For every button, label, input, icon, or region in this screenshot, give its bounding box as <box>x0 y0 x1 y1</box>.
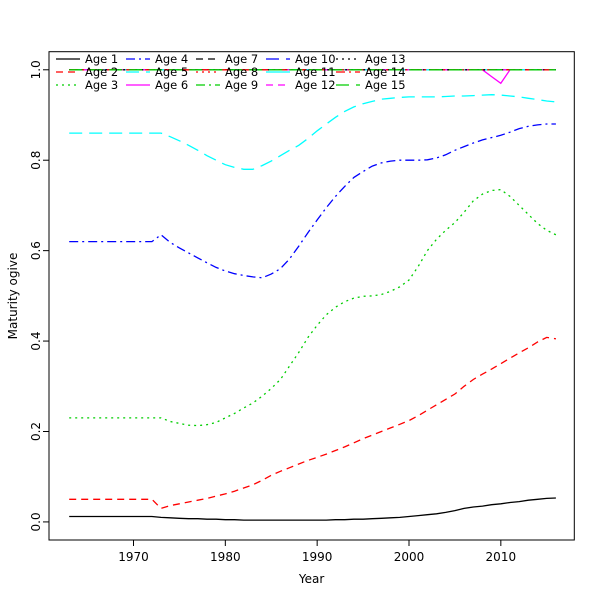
x-tick-label: 2000 <box>394 550 425 564</box>
legend-label: Age 5 <box>155 65 188 79</box>
legend-item-age-4: Age 4 <box>126 52 188 66</box>
legend-item-age-11: Age 11 <box>266 65 336 79</box>
legend-label: Age 7 <box>225 52 258 66</box>
legend-label: Age 3 <box>85 78 118 92</box>
legend-item-age-5: Age 5 <box>126 65 188 79</box>
legend-item-age-2: Age 2 <box>56 65 118 79</box>
series-line-age-1 <box>69 497 556 521</box>
y-tick-label: 0.2 <box>29 422 43 441</box>
x-tick-label: 1990 <box>302 550 333 564</box>
series-line-age-4 <box>69 123 556 279</box>
y-tick-label: 0.0 <box>29 512 43 531</box>
y-axis: 0.0 0.2 0.4 0.6 0.8 1.0 <box>29 60 49 531</box>
legend-label: Age 8 <box>225 65 258 79</box>
legend-label: Age 13 <box>365 52 406 66</box>
legend-label: Age 2 <box>85 65 118 79</box>
series-line-age-2 <box>69 336 556 510</box>
legend-item-age-7: Age 7 <box>196 52 258 66</box>
legend-item-age-14: Age 14 <box>336 65 406 79</box>
legend-item-age-13: Age 13 <box>336 52 406 66</box>
legend-item-age-6: Age 6 <box>126 78 188 92</box>
legend-item-age-12: Age 12 <box>266 78 336 92</box>
legend-item-age-8: Age 8 <box>196 65 258 79</box>
legend-label: Age 9 <box>225 78 258 92</box>
y-tick-label: 0.6 <box>29 241 43 260</box>
legend-label: Age 1 <box>85 52 118 66</box>
series-line-age-3 <box>69 188 557 427</box>
legend-item-age-10: Age 10 <box>266 52 336 66</box>
legend-label: Age 4 <box>155 52 188 66</box>
legend-label: Age 14 <box>365 65 406 79</box>
x-tick-label: 2010 <box>486 550 517 564</box>
y-tick-label: 0.8 <box>29 151 43 170</box>
series-line-age-5 <box>69 94 556 170</box>
plot-border <box>48 51 575 541</box>
x-tick-label: 1980 <box>210 550 241 564</box>
legend-item-age-3: Age 3 <box>56 78 118 92</box>
y-axis-title: Maturity ogive <box>6 253 20 340</box>
x-axis-title: Year <box>298 572 324 586</box>
legend-item-age-15: Age 15 <box>336 78 406 92</box>
legend-item-age-9: Age 9 <box>196 78 258 92</box>
y-tick-label: 0.4 <box>29 332 43 351</box>
x-axis: 1970 1980 1990 2000 2010 <box>118 540 516 564</box>
legend-label: Age 15 <box>365 78 406 92</box>
legend-label: Age 12 <box>295 78 336 92</box>
legend-item-age-1: Age 1 <box>56 52 118 66</box>
x-tick-label: 1970 <box>118 550 149 564</box>
legend-label: Age 6 <box>155 78 188 92</box>
y-tick-label: 1.0 <box>29 60 43 79</box>
legend-label: Age 11 <box>295 65 336 79</box>
legend-label: Age 10 <box>295 52 336 66</box>
series-lines <box>69 69 557 521</box>
